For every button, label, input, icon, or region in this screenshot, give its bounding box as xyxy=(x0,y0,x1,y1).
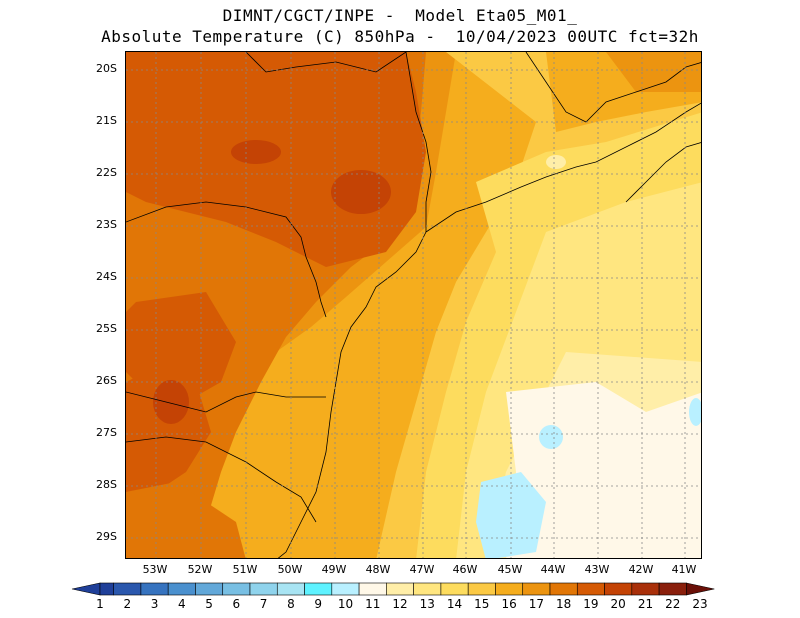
colorbar-swatch xyxy=(413,582,442,596)
lat-label: 23S xyxy=(96,218,117,231)
colorbar-label: 21 xyxy=(637,597,654,611)
colorbar-swatch xyxy=(386,582,414,596)
colorbar-swatch xyxy=(222,582,251,596)
colorbar-label: 7 xyxy=(259,597,268,611)
temperature-field xyxy=(126,52,701,558)
colorbar-label: 22 xyxy=(665,597,681,611)
colorbar-label: 8 xyxy=(287,597,295,611)
lat-label: 26S xyxy=(96,374,117,387)
colorbar-swatch xyxy=(522,582,551,596)
lon-label: 53W xyxy=(142,563,168,576)
colorbar-label: 4 xyxy=(177,597,186,611)
lon-label: 50W xyxy=(277,563,303,576)
colorbar-label: 9 xyxy=(314,597,322,611)
lon-label: 46W xyxy=(452,563,478,576)
colorbar-label: 19 xyxy=(583,597,599,611)
colorbar-swatch xyxy=(440,582,469,596)
lon-label: 49W xyxy=(321,563,347,576)
colorbar xyxy=(71,582,715,596)
lon-label: 52W xyxy=(187,563,213,576)
lon-label: 43W xyxy=(584,563,610,576)
colorbar-arrow-right xyxy=(686,582,715,596)
lon-label: 47W xyxy=(409,563,435,576)
lon-label: 48W xyxy=(365,563,391,576)
colorbar-label: 11 xyxy=(365,597,381,611)
lat-label: 29S xyxy=(96,530,117,543)
map-title-line-1: DIMNT/CGCT/INPE - Model Eta05_M01_ xyxy=(222,6,578,25)
colorbar-label: 3 xyxy=(150,597,159,611)
colorbar-swatch xyxy=(358,582,387,596)
lat-label: 21S xyxy=(96,114,117,127)
lon-label: 42W xyxy=(628,563,654,576)
lat-label: 25S xyxy=(96,322,117,335)
colorbar-label: 23 xyxy=(692,597,708,611)
colorbar-label: 20 xyxy=(610,597,626,611)
colorbar-swatch xyxy=(604,582,633,596)
colorbar-swatch xyxy=(658,582,687,596)
colorbar-label: 13 xyxy=(419,597,435,611)
colorbar-swatch xyxy=(576,582,605,596)
lat-label: 22S xyxy=(96,166,117,179)
lon-label: 45W xyxy=(497,563,523,576)
colorbar-arrow-left xyxy=(71,582,101,596)
temperature-map xyxy=(125,51,702,559)
lon-label: 51W xyxy=(232,563,258,576)
lat-label: 28S xyxy=(96,478,117,491)
colorbar-label: 2 xyxy=(123,597,132,611)
map-title-line-2: Absolute Temperature (C) 850hPa - 10/04/… xyxy=(101,27,699,46)
colorbar-swatch xyxy=(495,582,524,596)
colorbar-swatch xyxy=(549,582,578,596)
colorbar-label: 1 xyxy=(96,597,104,611)
colorbar-swatch xyxy=(99,582,114,596)
colorbar-swatch xyxy=(467,582,496,596)
colorbar-label: 18 xyxy=(555,597,572,611)
colorbar-swatch xyxy=(113,582,142,596)
colorbar-swatch xyxy=(331,582,360,596)
colorbar-label: 5 xyxy=(205,597,213,611)
colorbar-label: 10 xyxy=(337,597,354,611)
colorbar-swatch xyxy=(249,582,278,596)
colorbar-swatch xyxy=(167,582,196,596)
colorbar-label: 17 xyxy=(528,597,544,611)
colorbar-label: 16 xyxy=(501,597,517,611)
colorbar-swatch xyxy=(140,582,169,596)
colorbar-label: 14 xyxy=(446,597,463,611)
lat-label: 20S xyxy=(96,62,117,75)
colorbar-label: 12 xyxy=(392,597,408,611)
lat-label: 24S xyxy=(96,270,117,283)
lon-label: 41W xyxy=(671,563,697,576)
lat-label: 27S xyxy=(96,426,117,439)
colorbar-swatch xyxy=(304,582,333,596)
lon-label: 44W xyxy=(540,563,566,576)
colorbar-swatch xyxy=(276,582,305,596)
colorbar-swatch xyxy=(631,582,660,596)
colorbar-swatch xyxy=(195,582,224,596)
colorbar-label: 6 xyxy=(232,597,241,611)
colorbar-label: 15 xyxy=(474,597,490,611)
